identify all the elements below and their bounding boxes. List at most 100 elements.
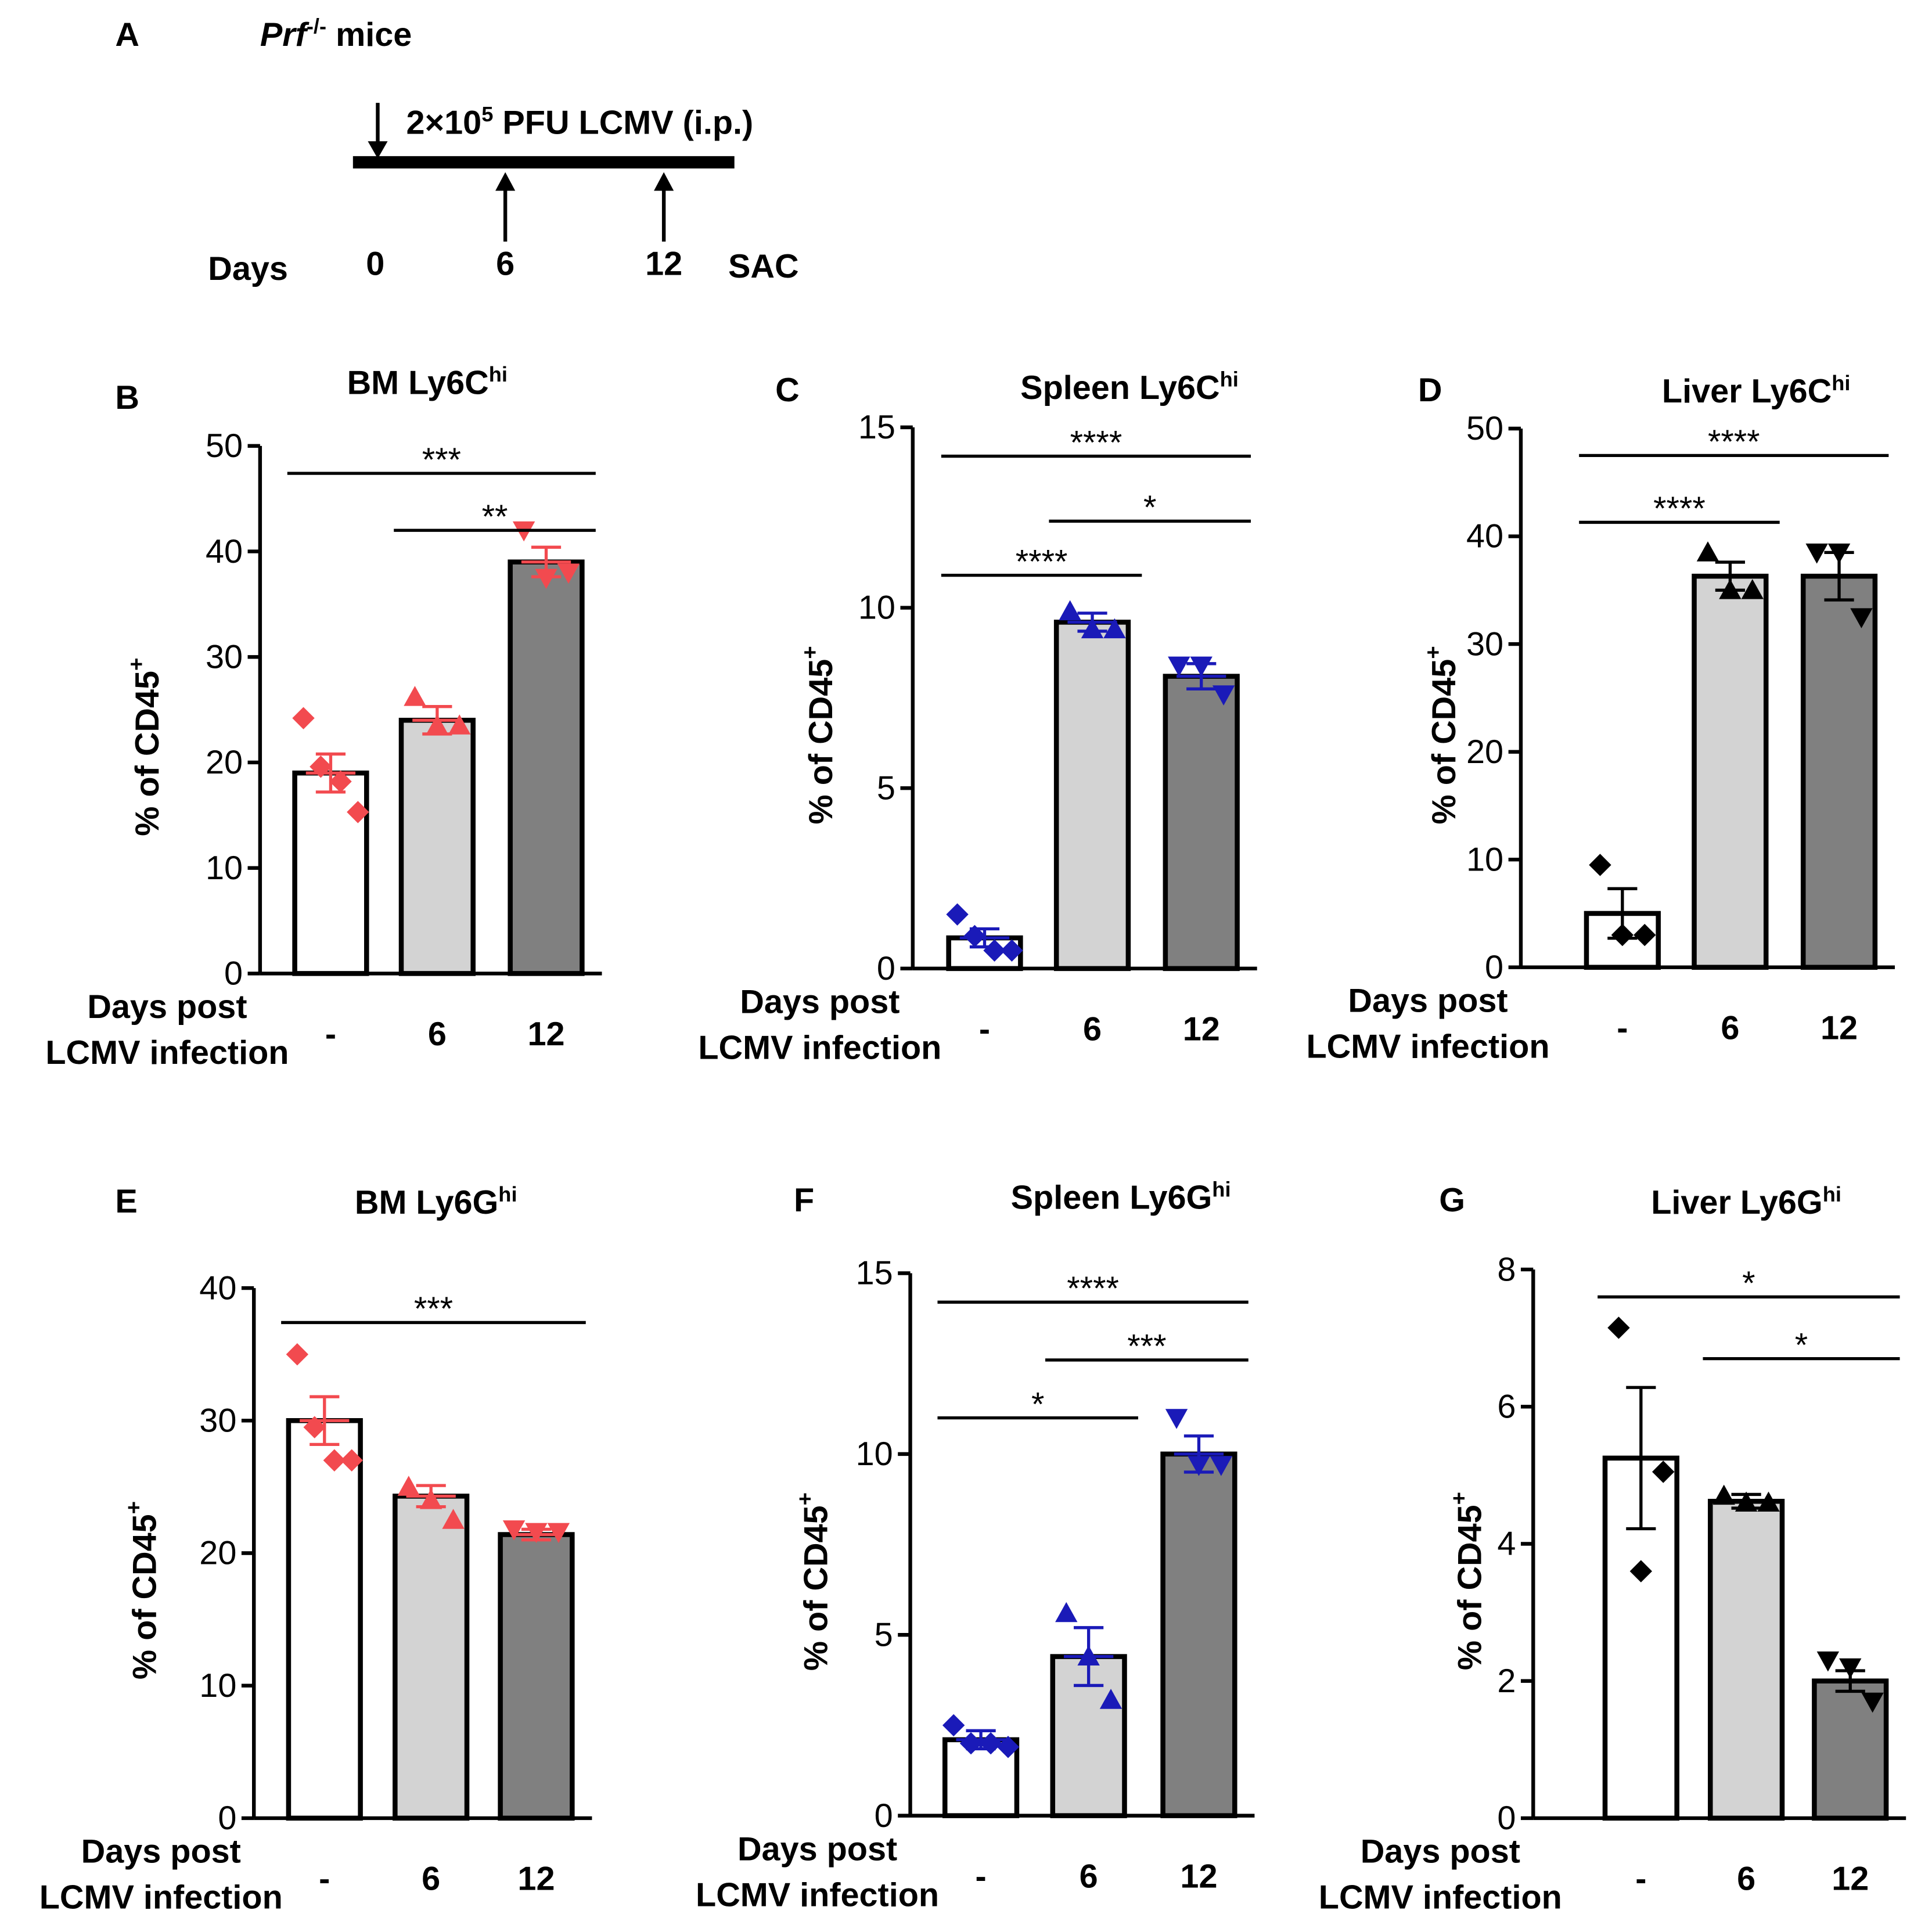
title-sup: hi [1220,367,1239,391]
x-axis-label: LCMV infection [698,1030,941,1067]
significance-label: * [1031,1386,1044,1423]
x-axis-label: LCMV infection [696,1876,939,1913]
data-point [1001,939,1023,962]
title-main: BM Ly6C [347,364,489,401]
data-point [1816,1651,1840,1672]
x-axis-label: LCMV infection [45,1034,289,1071]
data-point [557,563,580,584]
x-axis-label: Days post [81,1833,241,1870]
day-label: 6 [496,246,515,283]
data-point [1839,1658,1862,1679]
data-point [448,714,471,735]
y-tick-label: 50 [206,427,243,465]
title-main: Liver Ly6C [1662,373,1832,410]
y-tick-label: 10 [858,589,895,627]
data-point [1103,618,1126,639]
bar [508,559,585,976]
panel-letter: C [775,372,800,409]
title-sup: hi [1823,1182,1841,1206]
significance-label: * [1143,489,1156,526]
y-tick-label: 30 [206,638,243,675]
day-label: 0 [366,246,384,283]
ylabel-main: % of CD45 [1426,659,1463,825]
significance-label: ** [482,498,508,535]
panel-letter: D [1418,372,1442,409]
x-tick-label: 6 [1721,1009,1739,1046]
title-main: BM Ly6G [355,1184,498,1221]
panel-letter: G [1439,1182,1465,1219]
y-tick-label: 10 [856,1436,893,1473]
x-axis-label: LCMV infection [1319,1879,1562,1916]
ylabel-main: % of CD45 [1452,1505,1489,1670]
data-point [1168,656,1190,677]
data-point [996,1736,1020,1758]
bar [1692,573,1769,970]
timeline-title: Prf-/- mice [260,15,412,53]
data-point [1741,579,1764,599]
data-point [1607,1316,1630,1339]
title-sup: hi [1212,1177,1231,1201]
data-point [1652,1460,1675,1483]
panel-letter: E [115,1183,137,1220]
title-main: Spleen Ly6C [1020,369,1219,406]
y-tick-label: 6 [1497,1388,1516,1425]
significance-label: **** [1653,490,1706,527]
y-tick-label: 4 [1497,1526,1516,1563]
x-tick-label: - [1617,1009,1628,1046]
significance-label: **** [1708,423,1760,461]
arrow-head [495,172,516,191]
data-point [963,924,986,948]
x-tick-label: - [325,1016,336,1053]
data-point [535,569,557,589]
x-tick-label: - [979,1011,990,1048]
chart-title: Spleen Ly6Ghi [1011,1177,1231,1216]
bar [1160,1451,1237,1818]
y-tick-label: 40 [1466,518,1503,555]
data-point [1712,1484,1735,1505]
y-tick-label: 0 [875,1797,893,1834]
ylabel-main: % of CD45 [129,671,166,836]
days-label: Days [208,250,288,287]
chart-title: Liver Ly6Ghi [1651,1182,1841,1221]
y-axis-label: % of CD45+ [1447,1492,1489,1670]
bar [1707,1499,1785,1821]
end-label: SAC [728,248,799,285]
bar [398,718,476,976]
data-point [1059,600,1081,621]
x-tick-label: - [975,1858,986,1895]
y-axis-label: % of CD45+ [793,1492,835,1671]
arrow-head [368,141,388,159]
significance-label: **** [1067,1270,1119,1307]
y-tick-label: 40 [206,533,243,570]
x-tick-label: 6 [428,1016,447,1053]
title-rest: mice [326,16,412,53]
x-tick-label: 6 [1080,1858,1098,1895]
y-tick-label: 5 [875,1616,893,1653]
significance-label: **** [1016,543,1068,580]
title-main: Spleen Ly6G [1011,1179,1213,1217]
title-sup: -/- [307,15,326,38]
chart-title: Liver Ly6Chi [1662,371,1851,410]
dose-sup: 5 [481,102,493,126]
chart-title: Spleen Ly6Chi [1020,367,1239,406]
x-axis-label: Days post [1361,1833,1520,1870]
dose-label: 2×105 PFU LCMV (i.p.) [406,102,754,141]
title-sup: hi [498,1182,517,1206]
data-point [502,1520,526,1541]
ylabel-sup: + [1420,646,1445,659]
significance-label: *** [422,441,461,479]
y-tick-label: 20 [206,744,243,781]
y-tick-label: 10 [1466,841,1503,878]
ylabel-sup: + [1447,1492,1472,1505]
data-point [1850,608,1873,628]
data-point [404,686,426,706]
data-point [1696,541,1719,562]
data-point [286,1343,309,1366]
x-tick-label: 12 [527,1016,564,1053]
title-italic: Prf [260,16,310,53]
x-tick-label: - [1635,1861,1646,1898]
chart-title: BM Ly6Chi [347,362,508,401]
y-tick-label: 0 [1485,949,1503,986]
